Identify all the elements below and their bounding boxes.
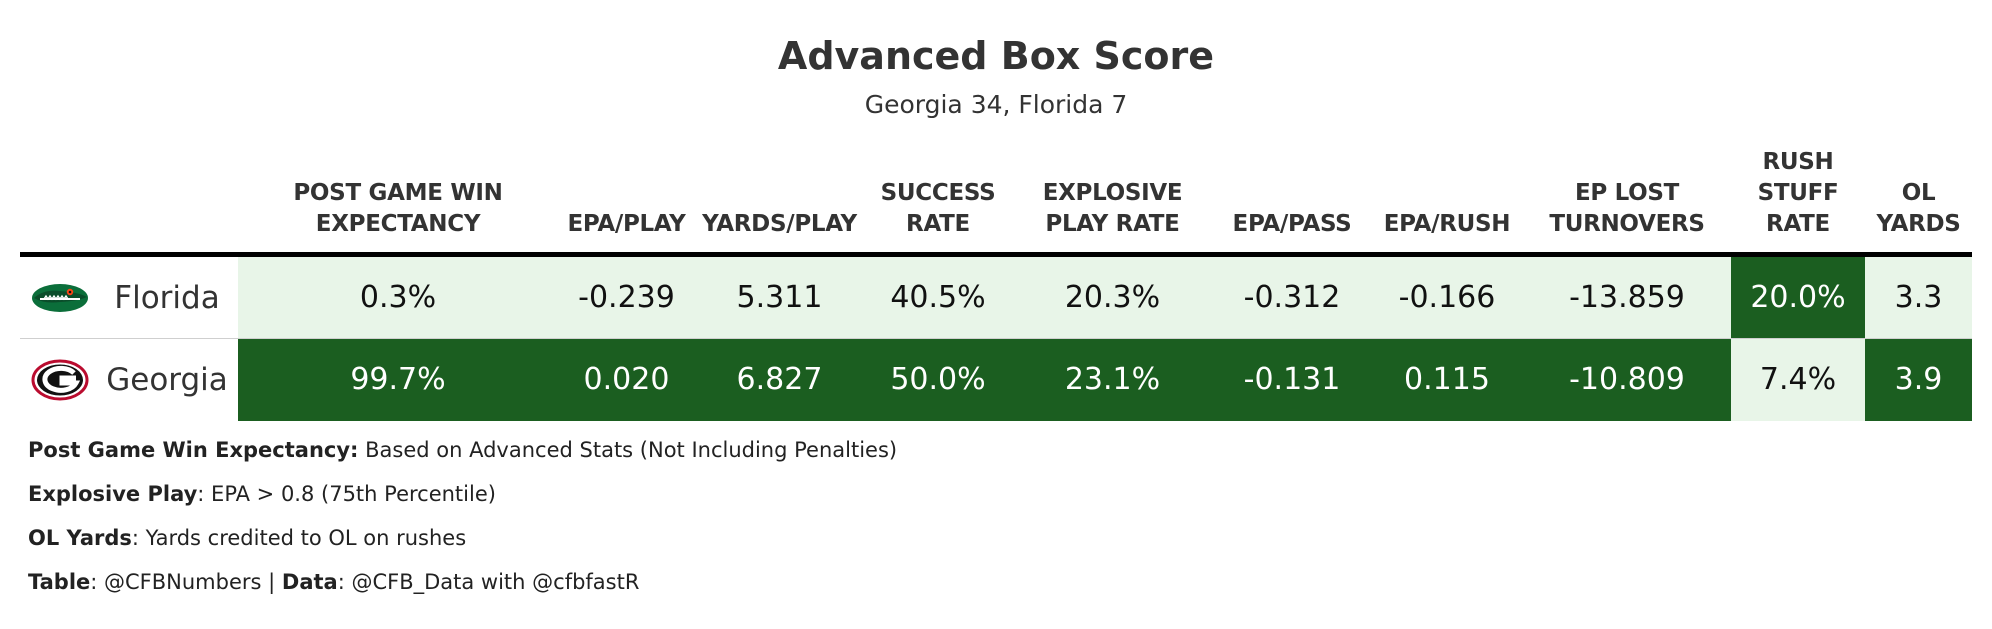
column-header-line: EPA/PLAY xyxy=(567,211,686,237)
cell-epa_pass: -0.312 xyxy=(1213,257,1371,339)
column-header-line: TURNOVERS xyxy=(1549,211,1705,237)
footnote-text: : EPA > 0.8 (75th Percentile) xyxy=(197,482,496,506)
team-name: Georgia xyxy=(106,362,228,398)
footnote-text: : @CFB_Data with @cfbfastR xyxy=(337,570,640,594)
column-header-line: EPA/PASS xyxy=(1232,211,1352,237)
column-header-line: EXPECTANCY xyxy=(315,211,481,237)
column-header-explosive: EXPLOSIVE PLAY RATE xyxy=(1012,178,1213,240)
footnote-text: : Yards credited to OL on rushes xyxy=(131,526,467,550)
footnote-text: Based on Advanced Stats (Not Including P… xyxy=(358,438,898,462)
chart-title: Advanced Box Score xyxy=(777,34,1215,78)
cell-yards_play: 5.311 xyxy=(695,257,864,339)
footnote-explosive-play: Explosive Play: EPA > 0.8 (75th Percenti… xyxy=(28,472,897,516)
cell-ep_lost: -13.859 xyxy=(1523,257,1731,339)
column-header-yards_play: YARDS/PLAY xyxy=(695,209,864,240)
column-header-epa_rush: EPA/RUSH xyxy=(1371,209,1523,240)
cell-yards_play: 6.827 xyxy=(695,339,864,421)
column-header-stuff: RUSH STUFF RATE xyxy=(1731,147,1865,240)
column-header-line: OL xyxy=(1901,180,1936,206)
cell-epa_play: 0.020 xyxy=(558,339,695,421)
cell-ol: 3.3 xyxy=(1865,257,1972,339)
footnote-credits: Table: @CFBNumbers | Data: @CFB_Data wit… xyxy=(28,560,897,604)
column-header-row: POST GAME WIN EXPECTANCY EPA/PLAY YARDS/PLA… xyxy=(20,140,1972,252)
chart-subtitle: Georgia 34, Florida 7 xyxy=(864,90,1128,119)
column-header-line: RATE xyxy=(906,211,970,237)
column-header-line: POST GAME WIN xyxy=(293,180,503,206)
cell-success: 40.5% xyxy=(864,257,1012,339)
cell-explosive: 23.1% xyxy=(1012,339,1213,421)
column-header-line: STUFF xyxy=(1757,180,1839,206)
footnote-term: Post Game Win Expectancy: xyxy=(28,438,359,462)
cell-stuff: 20.0% xyxy=(1731,257,1865,339)
cell-stuff: 7.4% xyxy=(1731,339,1865,421)
georgia-g-logo xyxy=(31,359,89,401)
column-header-line: EPA/RUSH xyxy=(1383,211,1511,237)
team-cell: Florida xyxy=(20,257,238,339)
column-header-line: YARDS xyxy=(1876,211,1961,237)
column-header-epa_pass: EPA/PASS xyxy=(1213,209,1371,240)
cell-epa_play: -0.239 xyxy=(558,257,695,339)
column-header-line: RATE xyxy=(1766,211,1830,237)
footnote-win-expectancy: Post Game Win Expectancy: Based on Advan… xyxy=(28,428,897,472)
cell-epa_pass: -0.131 xyxy=(1213,339,1371,421)
column-header-line: RUSH xyxy=(1762,149,1834,175)
florida-gator-logo xyxy=(32,284,88,312)
table-row: Florida 0.3% -0.239 5.311 40.5% 20.3% -0.312-… xyxy=(20,257,1972,339)
cell-wp: 0.3% xyxy=(238,257,558,339)
cell-ep_lost: -10.809 xyxy=(1523,339,1731,421)
column-header-wp: POST GAME WIN EXPECTANCY xyxy=(238,178,558,240)
team-cell: Georgia xyxy=(20,339,238,421)
column-header-line: YARDS/PLAY xyxy=(702,211,857,237)
footnote-ol-yards: OL Yards: Yards credited to OL on rushes xyxy=(28,516,897,560)
cell-ol: 3.9 xyxy=(1865,339,1972,421)
cell-wp: 99.7% xyxy=(238,339,558,421)
footnote-term: Explosive Play xyxy=(28,482,198,506)
column-header-line: SUCCESS xyxy=(880,180,996,206)
footnote-term: Table xyxy=(28,570,91,594)
footnotes: Post Game Win Expectancy: Based on Advan… xyxy=(28,428,897,604)
cell-epa_rush: -0.166 xyxy=(1371,257,1523,339)
footnote-text: : @CFBNumbers | xyxy=(90,570,282,594)
column-header-line: EP LOST xyxy=(1574,180,1680,206)
column-header-epa_play: EPA/PLAY xyxy=(558,209,695,240)
cell-explosive: 20.3% xyxy=(1012,257,1213,339)
team-name: Florida xyxy=(114,280,220,316)
footnote-term: Data xyxy=(281,570,338,594)
row-divider xyxy=(20,338,1972,339)
footnote-term: OL Yards xyxy=(28,526,132,550)
cell-success: 50.0% xyxy=(864,339,1012,421)
column-header-ol: OL YARDS xyxy=(1865,178,1972,240)
column-header-line: PLAY RATE xyxy=(1045,211,1180,237)
header-divider xyxy=(20,252,1972,257)
column-header-success: SUCCESS RATE xyxy=(864,178,1012,240)
column-header-line: EXPLOSIVE xyxy=(1042,180,1183,206)
cell-epa_rush: 0.115 xyxy=(1371,339,1523,421)
column-header-ep_lost: EP LOST TURNOVERS xyxy=(1523,178,1731,240)
table-row: Georgia 99.7% 0.020 6.827 50.0% 23.1% -0.131 0… xyxy=(20,339,1972,421)
